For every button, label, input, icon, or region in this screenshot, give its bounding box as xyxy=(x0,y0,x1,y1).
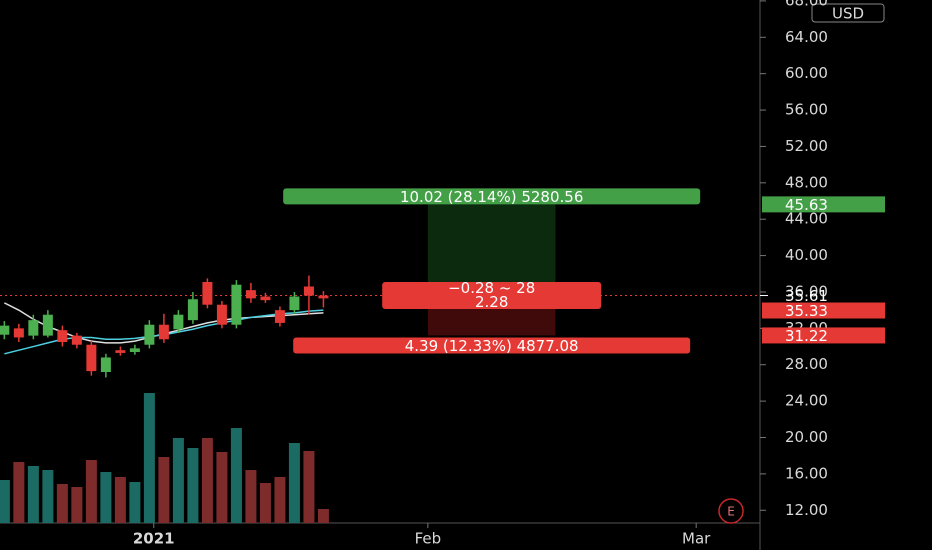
volume-bar xyxy=(288,443,300,523)
candle-body xyxy=(231,284,242,325)
volume-bar xyxy=(303,451,315,523)
candle-body xyxy=(115,350,126,353)
candle-body xyxy=(129,348,140,353)
y-tick-label: 60.00 xyxy=(785,64,828,82)
profit-zone xyxy=(427,204,556,296)
volume-bar xyxy=(201,438,213,523)
target-label-box xyxy=(283,188,701,205)
candle-body xyxy=(158,324,169,340)
y-tick-label: 48.00 xyxy=(785,173,828,191)
candle-body xyxy=(86,344,97,372)
x-tick-label: 2021 xyxy=(133,530,175,548)
candle-body xyxy=(42,314,53,336)
candle-body xyxy=(28,320,39,336)
center-label: −0.28 ~ 28 xyxy=(448,279,535,297)
currency-box[interactable] xyxy=(811,3,885,23)
volume-bar xyxy=(13,462,25,523)
volume-bar xyxy=(71,487,83,523)
volume-bar xyxy=(172,438,184,523)
volume-bar xyxy=(274,477,286,523)
y-tick-label: 20.00 xyxy=(785,428,828,446)
price-tag: 35.61 xyxy=(785,287,828,305)
stop-label: 4.39 (12.33%) 4877.08 xyxy=(405,337,579,355)
candle-body xyxy=(274,310,285,323)
center-label: 2.28 xyxy=(475,293,508,311)
volume-bar xyxy=(42,470,54,523)
y-tick-label: 52.00 xyxy=(785,137,828,155)
volume-bar xyxy=(27,466,39,523)
y-tick-label: 12.00 xyxy=(785,501,828,519)
candle-body xyxy=(0,325,10,335)
center-label-box xyxy=(382,282,602,310)
candle-body xyxy=(144,324,155,345)
candle-body xyxy=(100,357,111,373)
y-tick-label: 68.00 xyxy=(785,0,828,9)
price-tag: 31.22 xyxy=(785,327,828,345)
candle-body xyxy=(187,299,198,321)
y-tick-label: 36.00 xyxy=(785,282,828,300)
x-tick-label: Feb xyxy=(415,530,442,548)
volume-bar xyxy=(100,472,112,523)
volume-bar xyxy=(245,470,257,523)
price-tag: 45.63 xyxy=(785,196,828,214)
candle-body xyxy=(202,281,213,305)
candle-body xyxy=(318,295,329,299)
volume-bar xyxy=(114,477,126,523)
price-tag-bg xyxy=(762,327,885,344)
volume-bar xyxy=(129,482,141,523)
stop-label-box xyxy=(293,337,691,354)
volume-bar xyxy=(317,509,329,523)
volume-bar xyxy=(259,483,271,523)
volume-bar xyxy=(158,457,170,523)
volume-bar xyxy=(230,428,242,523)
x-tick-label: Mar xyxy=(682,530,711,548)
price-tag-bg xyxy=(762,302,885,319)
volume-bar xyxy=(216,452,228,523)
y-tick-label: 56.00 xyxy=(785,101,828,119)
candle-body xyxy=(173,314,184,330)
candle-body xyxy=(216,304,227,325)
volume-bar xyxy=(85,460,97,523)
y-tick-label: 28.00 xyxy=(785,355,828,373)
price-tag: 35.33 xyxy=(785,302,828,320)
earnings-circle[interactable] xyxy=(718,498,744,524)
price-tag-bg xyxy=(762,196,885,213)
y-tick-label: 24.00 xyxy=(785,392,828,410)
candle-body xyxy=(289,296,300,311)
volume-bar xyxy=(0,480,10,523)
y-tick-label: 40.00 xyxy=(785,246,828,264)
candle-body xyxy=(260,296,271,301)
currency-label: USD xyxy=(832,5,864,23)
y-tick-label: 16.00 xyxy=(785,464,828,482)
candle-body xyxy=(13,328,24,338)
volume-bar xyxy=(187,448,199,523)
volume-bar xyxy=(56,484,68,523)
target-label: 10.02 (28.14%) 5280.56 xyxy=(400,188,583,206)
candle-body xyxy=(71,335,82,345)
candle-body xyxy=(57,330,68,342)
earnings-label: E xyxy=(727,505,735,519)
y-tick-label: 64.00 xyxy=(785,28,828,46)
candle-body xyxy=(245,290,256,299)
volume-bar xyxy=(143,393,155,523)
candle-body xyxy=(303,286,314,296)
y-tick-label: 44.00 xyxy=(785,210,828,228)
